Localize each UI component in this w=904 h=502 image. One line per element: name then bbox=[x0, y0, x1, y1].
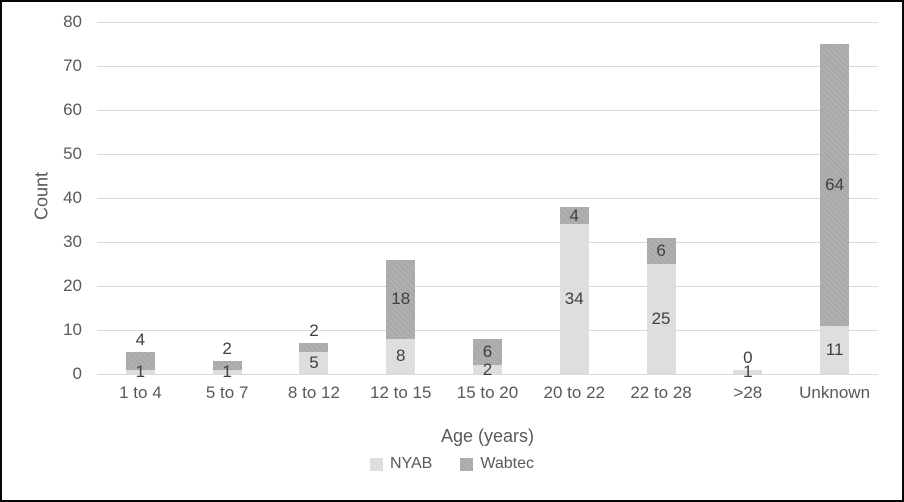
bar-data-label-wabtec: 2 bbox=[309, 321, 319, 341]
y-tick-label: 30 bbox=[63, 232, 82, 251]
legend-label: NYAB bbox=[389, 455, 433, 472]
bar-data-label-wabtec: 18 bbox=[391, 289, 411, 309]
bar-segment-nyab bbox=[559, 224, 589, 374]
bar-segment-nyab bbox=[386, 338, 416, 374]
gridline bbox=[97, 373, 878, 375]
y-tick-label: 10 bbox=[63, 320, 82, 339]
bar-data-label-nyab: 34 bbox=[564, 289, 584, 309]
gridline bbox=[97, 65, 878, 67]
x-category-label: 1 to 4 bbox=[119, 383, 162, 402]
bar-segment-wabtec bbox=[125, 352, 155, 370]
bar-data-label-wabtec: 6 bbox=[482, 342, 493, 361]
x-category-label: 5 to 7 bbox=[205, 383, 249, 402]
bar-data-label-nyab: 2 bbox=[482, 359, 493, 379]
x-axis-title: Age (years) bbox=[440, 426, 535, 446]
bar-data-label-nyab: 25 bbox=[651, 309, 671, 328]
y-tick-label: 70 bbox=[63, 56, 82, 75]
gridline bbox=[97, 153, 878, 155]
y-tick-label: 20 bbox=[63, 276, 82, 295]
legend-label: Wabtec bbox=[480, 455, 535, 472]
bar-segment-nyab bbox=[473, 365, 502, 374]
x-category-label: Unknown bbox=[799, 383, 871, 402]
gridline bbox=[97, 241, 878, 243]
bar-segment-nyab bbox=[299, 352, 329, 374]
x-category-label: 12 to 15 bbox=[369, 383, 432, 402]
x-category-label: 22 to 28 bbox=[630, 383, 692, 402]
gridline bbox=[97, 285, 878, 287]
bar-segment-wabtec bbox=[820, 44, 850, 326]
bar-segment-nyab bbox=[125, 369, 155, 374]
bar-data-label-wabtec: 64 bbox=[825, 174, 845, 194]
bar-data-label-nyab: 5 bbox=[309, 353, 319, 372]
bar-data-label-wabtec: 4 bbox=[569, 205, 579, 225]
bar-segment-wabtec bbox=[299, 343, 329, 352]
bar-segment-nyab bbox=[733, 369, 763, 374]
gridline bbox=[97, 21, 878, 23]
bar-data-label-wabtec: 4 bbox=[135, 330, 146, 349]
gridline bbox=[97, 329, 878, 331]
bar-segment-wabtec bbox=[386, 259, 416, 339]
y-tick-label: 40 bbox=[63, 188, 82, 207]
bar-data-label-nyab: 1 bbox=[135, 361, 146, 381]
y-tick-label: 80 bbox=[63, 12, 82, 31]
x-category-label: 15 to 20 bbox=[456, 383, 519, 402]
bar-data-label-nyab: 11 bbox=[825, 339, 844, 359]
y-tick-label: 50 bbox=[63, 144, 82, 163]
gridline bbox=[97, 197, 878, 199]
y-axis-title: Count bbox=[31, 171, 52, 221]
bar-data-label-wabtec: 0 bbox=[743, 347, 753, 367]
legend-swatch-wabtec bbox=[460, 457, 474, 471]
bar-data-label-nyab: 1 bbox=[743, 361, 753, 381]
bar-segment-nyab bbox=[646, 264, 676, 374]
bar-segment-wabtec bbox=[646, 237, 676, 264]
x-category-label: 20 to 22 bbox=[543, 383, 605, 402]
legend: NYAB Wabtec bbox=[2, 455, 902, 473]
bar-data-label-nyab: 8 bbox=[395, 346, 406, 366]
legend-swatch-nyab bbox=[369, 457, 383, 471]
y-tick-label: 60 bbox=[63, 100, 82, 119]
y-tick-label: 0 bbox=[72, 364, 82, 383]
bar-segment-wabtec bbox=[559, 206, 589, 225]
bar-segment-wabtec bbox=[473, 338, 502, 366]
gridline bbox=[97, 109, 878, 111]
bar-segment-wabtec bbox=[212, 360, 242, 370]
x-category-label: >28 bbox=[733, 383, 763, 402]
x-category-label: 8 to 12 bbox=[287, 383, 340, 402]
bar-data-label-wabtec: 2 bbox=[222, 338, 232, 358]
bar-segment-nyab bbox=[212, 369, 242, 374]
legend-item-wabtec: Wabtec bbox=[460, 455, 534, 473]
bar-data-label-nyab: 1 bbox=[222, 361, 232, 381]
bar-segment-nyab bbox=[820, 325, 850, 374]
legend-item-nyab: NYAB bbox=[369, 455, 433, 473]
bar-data-label-wabtec: 6 bbox=[656, 240, 666, 260]
